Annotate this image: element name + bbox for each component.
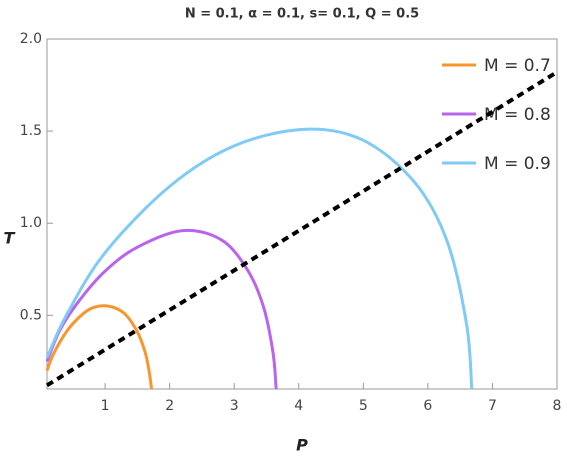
x-tick-label: 7	[488, 398, 497, 414]
line-series	[45, 228, 278, 390]
x-tick-label: 1	[101, 398, 110, 414]
legend-label: M = 0.7	[484, 56, 551, 76]
reference-line	[45, 70, 559, 388]
y-axis-label: T	[4, 229, 16, 248]
plot-frame	[46, 38, 558, 390]
x-tick-label: 8	[553, 398, 562, 414]
legend-label: M = 0.8	[484, 105, 551, 125]
y-tick-label: 1.0	[20, 215, 42, 231]
y-tick-label: 0.5	[20, 307, 42, 323]
line-series	[45, 127, 474, 390]
x-tick-label: 2	[165, 398, 174, 414]
x-axis-label: P	[296, 436, 308, 455]
x-tick-label: 5	[359, 398, 368, 414]
line-series	[45, 304, 154, 390]
x-tick-label: 3	[230, 398, 239, 414]
x-tick-label: 6	[423, 398, 432, 414]
y-tick-label: 1.5	[20, 123, 42, 139]
legend-label: M = 0.9	[484, 154, 551, 174]
y-tick-label: 2.0	[20, 31, 42, 47]
x-tick-label: 4	[294, 398, 303, 414]
chart-title: N = 0.1, α = 0.1, s= 0.1, Q = 0.5	[185, 7, 419, 22]
